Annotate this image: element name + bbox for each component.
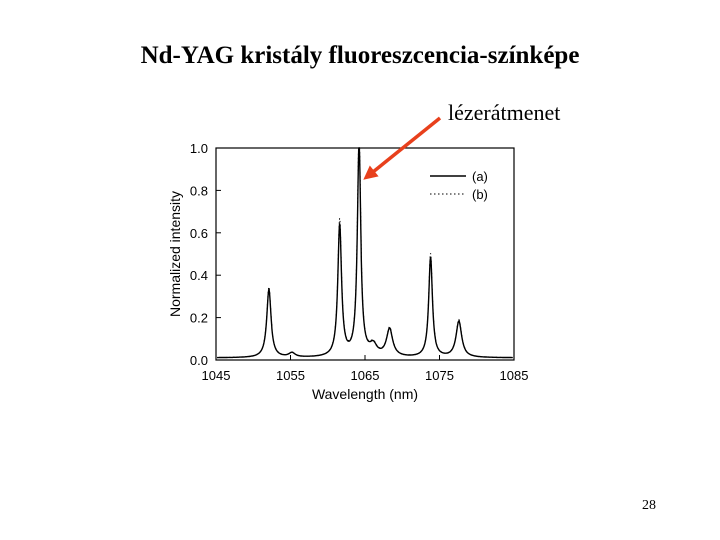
y-tick-label-5: 1.0 (190, 141, 208, 156)
legend: (a) (b) (430, 169, 488, 202)
x-tick-label-1: 1055 (276, 368, 305, 383)
slide-title: Nd-YAG kristály fluoreszcencia-színképe (140, 42, 580, 69)
x-tick-label-3: 1075 (425, 368, 454, 383)
x-axis-title: Wavelength (nm) (312, 386, 418, 402)
y-axis-title: Normalized intensity (167, 191, 183, 317)
annotation-arrow-head (363, 165, 379, 180)
y-tick-label-3: 0.6 (190, 226, 208, 241)
legend-label-a: (a) (472, 169, 488, 184)
legend-label-b: (b) (472, 187, 488, 202)
page-number: 28 (642, 498, 656, 513)
x-tick-label-0: 1045 (202, 368, 231, 383)
y-tick-label-1: 0.2 (190, 311, 208, 326)
y-tick-label-4: 0.8 (190, 183, 208, 198)
y-tick-label-2: 0.4 (190, 268, 208, 283)
series-a-line (217, 147, 513, 359)
x-tick-label-4: 1085 (500, 368, 529, 383)
laser-transition-annotation: lézerátmenet (448, 100, 561, 125)
annotation-arrow (366, 116, 442, 178)
x-tick-label-2: 1065 (351, 368, 380, 383)
y-tick-label-0: 0.0 (190, 353, 208, 368)
